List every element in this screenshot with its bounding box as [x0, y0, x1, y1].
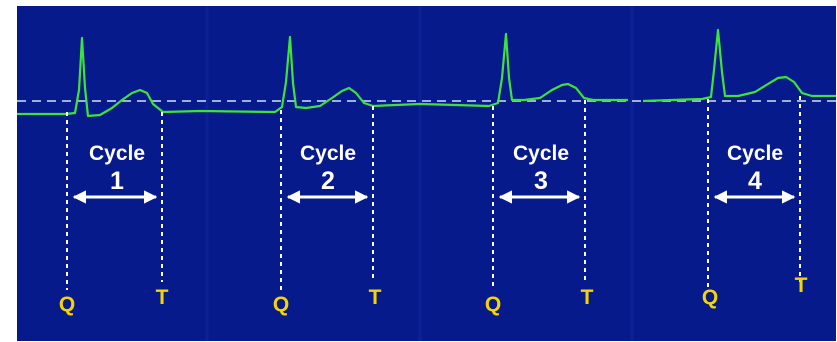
cycle-1-t-label: T [156, 286, 169, 309]
cycle-3-group: Cycle 3 Q T [485, 100, 594, 316]
cycle-4-group: Cycle 4 Q T [702, 96, 808, 309]
cycle-4-number: 4 [748, 167, 762, 195]
cycle-3-q-label: Q [485, 293, 501, 316]
cycle-3-number: 3 [534, 167, 548, 195]
cycle-2-word: Cycle [300, 142, 356, 165]
cycle-2-group: Cycle 2 Q T [273, 106, 382, 316]
ecg-background [17, 6, 836, 341]
cycle-4-q-label: Q [702, 286, 718, 309]
cycle-2-q-label: Q [273, 293, 289, 316]
ecg-trace-segment-4 [642, 28, 836, 103]
cycle-1-word: Cycle [89, 142, 145, 165]
cycle-4-word: Cycle [727, 142, 783, 165]
cycle-2-number: 2 [321, 167, 335, 195]
cycle-1-group: Cycle 1 Q T [59, 112, 169, 316]
cycle-3-word: Cycle [513, 142, 569, 165]
cycle-1-number: 1 [110, 167, 124, 195]
cycle-4-t-label: T [795, 274, 808, 297]
cycle-3-t-label: T [581, 286, 594, 309]
panel-seams [205, 6, 634, 341]
cycle-2-t-label: T [369, 286, 382, 309]
ecg-trace [17, 32, 628, 118]
cycle-1-q-label: Q [59, 293, 75, 316]
